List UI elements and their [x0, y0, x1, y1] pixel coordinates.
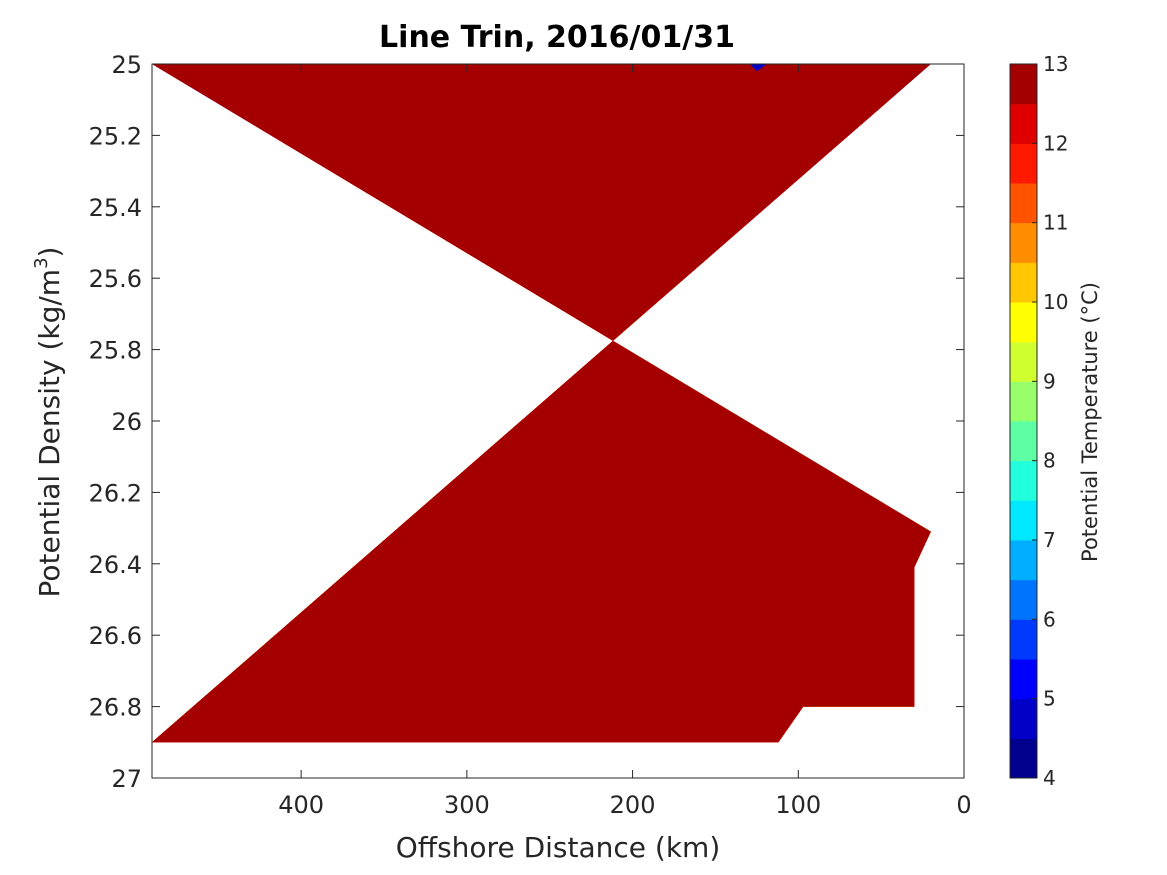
colorbar-segment	[1010, 341, 1037, 382]
colorbar	[1010, 64, 1037, 779]
y-tick-label: 25	[111, 51, 142, 79]
y-tick-label: 27	[111, 765, 142, 793]
y-axis-label-end: )	[33, 247, 66, 258]
x-tick-label: 400	[278, 791, 324, 819]
colorbar-segment	[1010, 302, 1037, 343]
colorbar-segment	[1010, 262, 1037, 303]
colorbar-segment	[1010, 500, 1037, 541]
colorbar-tick-label: 9	[1043, 369, 1056, 393]
colorbar-tick-label: 4	[1043, 766, 1056, 790]
colorbar-tick-label: 6	[1043, 607, 1056, 631]
y-axis-label-base: Potential Density (kg/m	[33, 269, 66, 598]
colorbar-segment	[1010, 619, 1037, 660]
y-axis-ticks: 25 25.2 25.4 25.6 25.8 26 26.2 26.4 26.6 26.8 27	[89, 51, 964, 793]
colorbar-segment	[1010, 143, 1037, 184]
colorbar-tick-label: 11	[1043, 211, 1068, 235]
colorbar-label: Potential Temperature (°C)	[1078, 282, 1102, 562]
x-tick-label: 300	[444, 791, 490, 819]
colorbar-tick-label: 5	[1043, 687, 1056, 711]
colorbar-tick-label: 10	[1043, 290, 1068, 314]
colorbar-tick-label: 12	[1043, 131, 1068, 155]
y-tick-label: 26.8	[89, 694, 142, 722]
colorbar-segment	[1010, 183, 1037, 224]
colorbar-segment	[1010, 103, 1037, 144]
y-axis-label: Potential Density (kg/m3)	[31, 247, 66, 598]
y-tick-label: 26.4	[89, 551, 142, 579]
chart-title: Line Trin, 2016/01/31	[379, 20, 735, 55]
colorbar-segment	[1010, 421, 1037, 462]
x-axis-label: Offshore Distance (km)	[396, 831, 721, 864]
colorbar-segment	[1010, 659, 1037, 700]
colorbar-tick-label: 7	[1043, 528, 1056, 552]
colorbar-segment	[1010, 738, 1037, 779]
colorbar-segment	[1010, 579, 1037, 620]
x-tick-label: 0	[956, 791, 971, 819]
x-tick-label: 200	[610, 791, 656, 819]
x-tick-label: 100	[775, 791, 821, 819]
colorbar-tick-label: 8	[1043, 449, 1056, 473]
y-tick-label: 26.2	[89, 479, 142, 507]
y-tick-label: 26.6	[89, 622, 142, 650]
colorbar-segment	[1010, 64, 1037, 105]
y-tick-label: 26	[111, 408, 142, 436]
y-tick-label: 25.2	[89, 122, 142, 150]
colorbar-ticks: 4 5 6 7 8 9 10 11 12 13	[1032, 52, 1068, 790]
colorbar-frame	[1009, 63, 1038, 779]
y-tick-label: 25.6	[89, 265, 142, 293]
y-tick-label: 25.8	[89, 337, 142, 365]
colorbar-segment	[1010, 460, 1037, 501]
colorbar-segment	[1010, 381, 1037, 422]
y-axis-label-superscript: 3	[31, 257, 52, 268]
colorbar-segment	[1010, 698, 1037, 739]
colorbar-segment	[1010, 540, 1037, 581]
y-tick-label: 25.4	[89, 194, 142, 222]
x-axis-ticks: 400 300 200 100 0	[278, 64, 972, 819]
colorbar-tick-label: 13	[1043, 52, 1068, 76]
colorbar-segment	[1010, 222, 1037, 263]
